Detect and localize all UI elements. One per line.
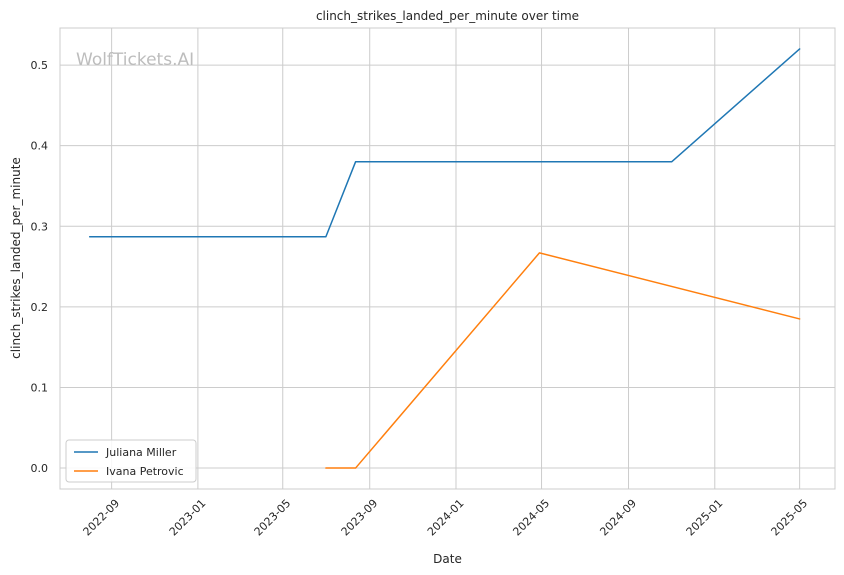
chart-title: clinch_strikes_landed_per_minute over ti…	[316, 9, 579, 23]
x-tick-label: 2023-09	[339, 497, 381, 539]
legend-box	[65, 439, 197, 483]
grid-lines	[60, 28, 835, 489]
legend-label: Juliana Miller	[105, 446, 177, 459]
y-tick-label: 0.0	[31, 462, 49, 475]
watermark: WolfTickets.AI	[76, 50, 194, 70]
x-tick-label: 2024-01	[425, 497, 467, 539]
x-tick-label: 2024-05	[510, 497, 552, 539]
series-line-juliana-miller	[88, 48, 801, 238]
x-axis-label: Date	[433, 552, 462, 566]
y-tick-label: 0.5	[31, 59, 49, 72]
x-tick-label: 2025-05	[769, 497, 811, 539]
y-tick-label: 0.1	[31, 381, 49, 394]
y-axis-ticks: 0.0 0.1 0.2 0.3 0.4 0.5	[31, 59, 49, 475]
legend-label: Ivana Petrovic	[106, 465, 184, 478]
x-tick-label: 2022-09	[81, 497, 123, 539]
x-tick-label: 2025-01	[684, 497, 726, 539]
y-tick-label: 0.2	[31, 301, 49, 314]
y-tick-label: 0.4	[31, 140, 49, 153]
x-tick-label: 2023-05	[252, 497, 294, 539]
y-tick-label: 0.3	[31, 220, 49, 233]
x-tick-label: 2024-09	[597, 497, 639, 539]
x-axis-ticks: 2022-09 2023-01 2023-05 2023-09 2024-01 2024-…	[81, 497, 811, 539]
plot-frame	[59, 27, 836, 490]
y-axis-label: clinch_strikes_landed_per_minute	[9, 157, 23, 359]
legend: Juliana Miller Ivana Petrovic	[65, 439, 197, 483]
series-line-ivana-petrovic	[325, 252, 801, 469]
series-layer	[88, 48, 801, 469]
x-tick-label: 2023-01	[167, 497, 209, 539]
